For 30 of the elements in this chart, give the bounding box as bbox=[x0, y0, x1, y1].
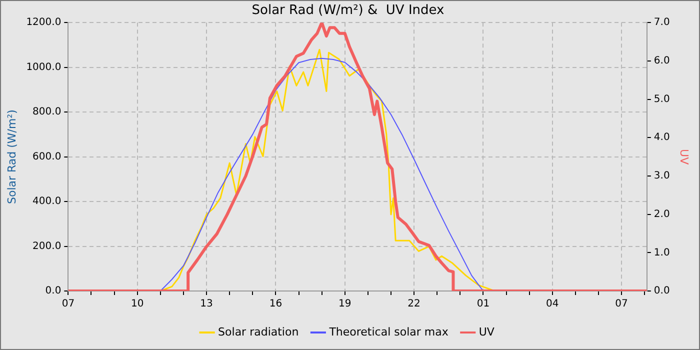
x-tick-label: 07 bbox=[62, 298, 75, 310]
y-axis-title: Solar Rad (W/m²) bbox=[5, 110, 18, 204]
y2-tick-label: 0.0 bbox=[654, 286, 670, 297]
y-tick-label: 400.0 bbox=[32, 196, 62, 208]
y-tick-label: 1200.0 bbox=[26, 17, 62, 28]
x-tick-label: 01 bbox=[476, 298, 490, 310]
x-tick-label: 04 bbox=[546, 298, 559, 310]
y2-tick-label: 1.0 bbox=[654, 247, 670, 258]
y2-tick-label: 3.0 bbox=[654, 170, 670, 182]
y2-tick-label: 5.0 bbox=[654, 94, 670, 105]
x-tick-label: 16 bbox=[269, 298, 282, 310]
y2-tick-label: 4.0 bbox=[654, 132, 670, 144]
y-tick-label: 1000.0 bbox=[26, 62, 62, 73]
y2-tick-label: 7.0 bbox=[654, 17, 670, 28]
y-tick-label: 800.0 bbox=[32, 106, 62, 118]
y2-axis-title: UV bbox=[678, 149, 691, 166]
x-tick-label: 10 bbox=[130, 298, 144, 310]
y-tick-label: 200.0 bbox=[32, 240, 62, 252]
x-tick-label: 22 bbox=[408, 298, 420, 310]
x-tick-label: 07 bbox=[615, 298, 628, 310]
y2-tick-label: 2.0 bbox=[654, 208, 670, 220]
legend-label: UV bbox=[478, 325, 495, 338]
chart-title: Solar Rad (W/m²) & UV Index bbox=[252, 3, 445, 18]
x-tick-label: 13 bbox=[200, 298, 213, 310]
y2-tick-label: 6.0 bbox=[654, 56, 670, 67]
y-tick-label: 600.0 bbox=[32, 151, 62, 162]
y-tick-label: 0.0 bbox=[45, 286, 62, 297]
legend-label: Solar radiation bbox=[218, 325, 299, 338]
x-tick-label: 19 bbox=[338, 298, 352, 310]
legend-label: Theoretical solar max bbox=[328, 325, 449, 338]
